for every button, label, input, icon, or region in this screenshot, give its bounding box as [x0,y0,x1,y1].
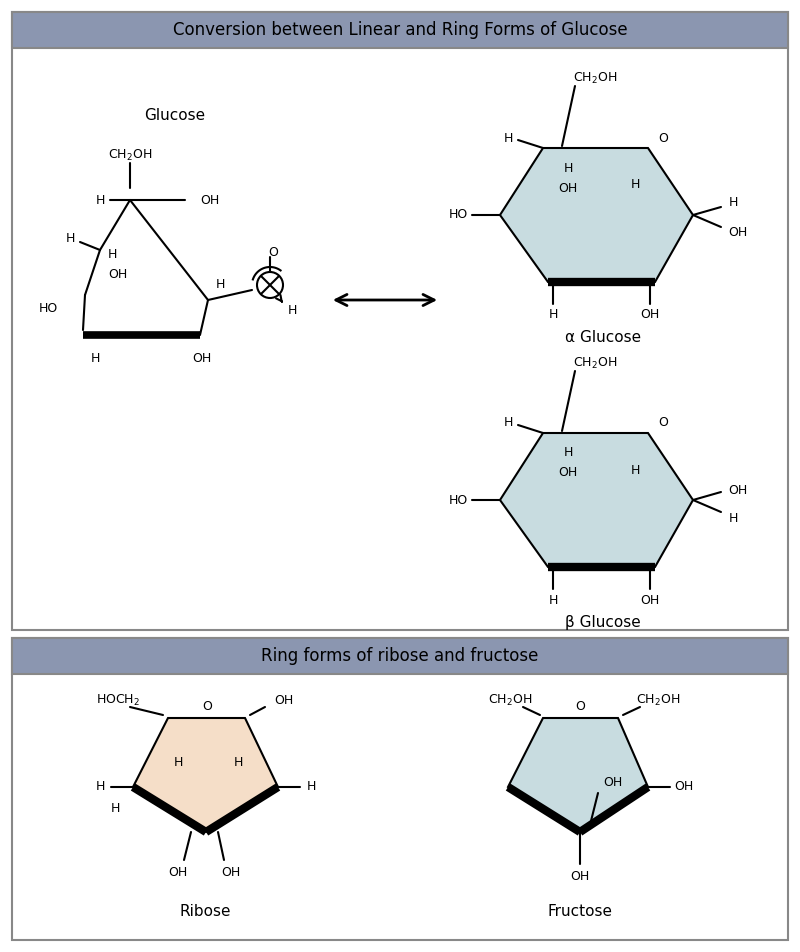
Text: HO: HO [38,302,58,314]
Text: OH: OH [728,484,748,497]
Text: OH: OH [728,227,748,240]
Text: CH$_2$OH: CH$_2$OH [573,70,617,86]
Polygon shape [508,718,648,832]
Text: OH: OH [558,466,578,480]
Text: OH: OH [640,308,660,322]
Text: CH$_2$OH: CH$_2$OH [108,148,152,163]
Bar [12,12,788,48]
Text: CH$_2$OH: CH$_2$OH [573,355,617,370]
Text: CH$_2$OH: CH$_2$OH [488,692,532,707]
Text: H: H [728,511,738,525]
Text: H: H [548,308,558,322]
Text: H: H [95,781,105,794]
Text: OH: OH [108,268,127,282]
Text: OH: OH [570,869,590,883]
Text: H: H [630,179,640,191]
Text: H: H [548,593,558,606]
Text: H: H [66,231,74,245]
Text: H: H [107,248,117,262]
Text: CH$_2$OH: CH$_2$OH [636,692,680,707]
Text: H: H [630,464,640,477]
Text: OH: OH [558,182,578,194]
Text: H: H [728,196,738,209]
Text: OH: OH [640,593,660,606]
Text: OH: OH [168,865,188,879]
Text: H: H [306,781,316,794]
Text: H: H [110,803,120,816]
Text: O: O [202,700,212,712]
Text: H: H [563,446,573,460]
Bar [12,12,788,630]
Text: β Glucose: β Glucose [565,616,641,630]
Text: HO: HO [448,208,468,222]
Text: Glucose: Glucose [145,108,206,123]
Text: O: O [658,131,668,145]
Polygon shape [500,433,693,567]
Text: Ring forms of ribose and fructose: Ring forms of ribose and fructose [262,647,538,665]
Text: H: H [90,351,100,365]
Text: H: H [563,162,573,174]
Text: H: H [215,279,225,291]
Text: H: H [95,193,105,207]
Text: H: H [287,305,297,318]
Text: H: H [234,756,242,768]
Text: OH: OH [674,781,694,794]
Text: Ribose: Ribose [179,904,230,920]
Polygon shape [133,718,278,832]
Text: Conversion between Linear and Ring Forms of Glucose: Conversion between Linear and Ring Forms… [173,21,627,39]
Bar [12,638,788,940]
Text: HOCH$_2$: HOCH$_2$ [96,692,140,707]
Text: H: H [503,417,513,429]
Text: HO: HO [448,493,468,506]
Text: O: O [575,700,585,712]
Text: OH: OH [274,693,294,706]
Text: O: O [268,246,278,259]
Text: H: H [174,756,182,768]
Bar [12,638,788,674]
Text: H: H [503,131,513,145]
Text: O: O [658,417,668,429]
Text: OH: OH [192,351,212,365]
Text: Fructose: Fructose [547,904,613,920]
Text: OH: OH [200,193,219,207]
Text: OH: OH [222,865,241,879]
Text: α Glucose: α Glucose [565,330,641,346]
Text: OH: OH [603,777,622,789]
Polygon shape [500,148,693,282]
